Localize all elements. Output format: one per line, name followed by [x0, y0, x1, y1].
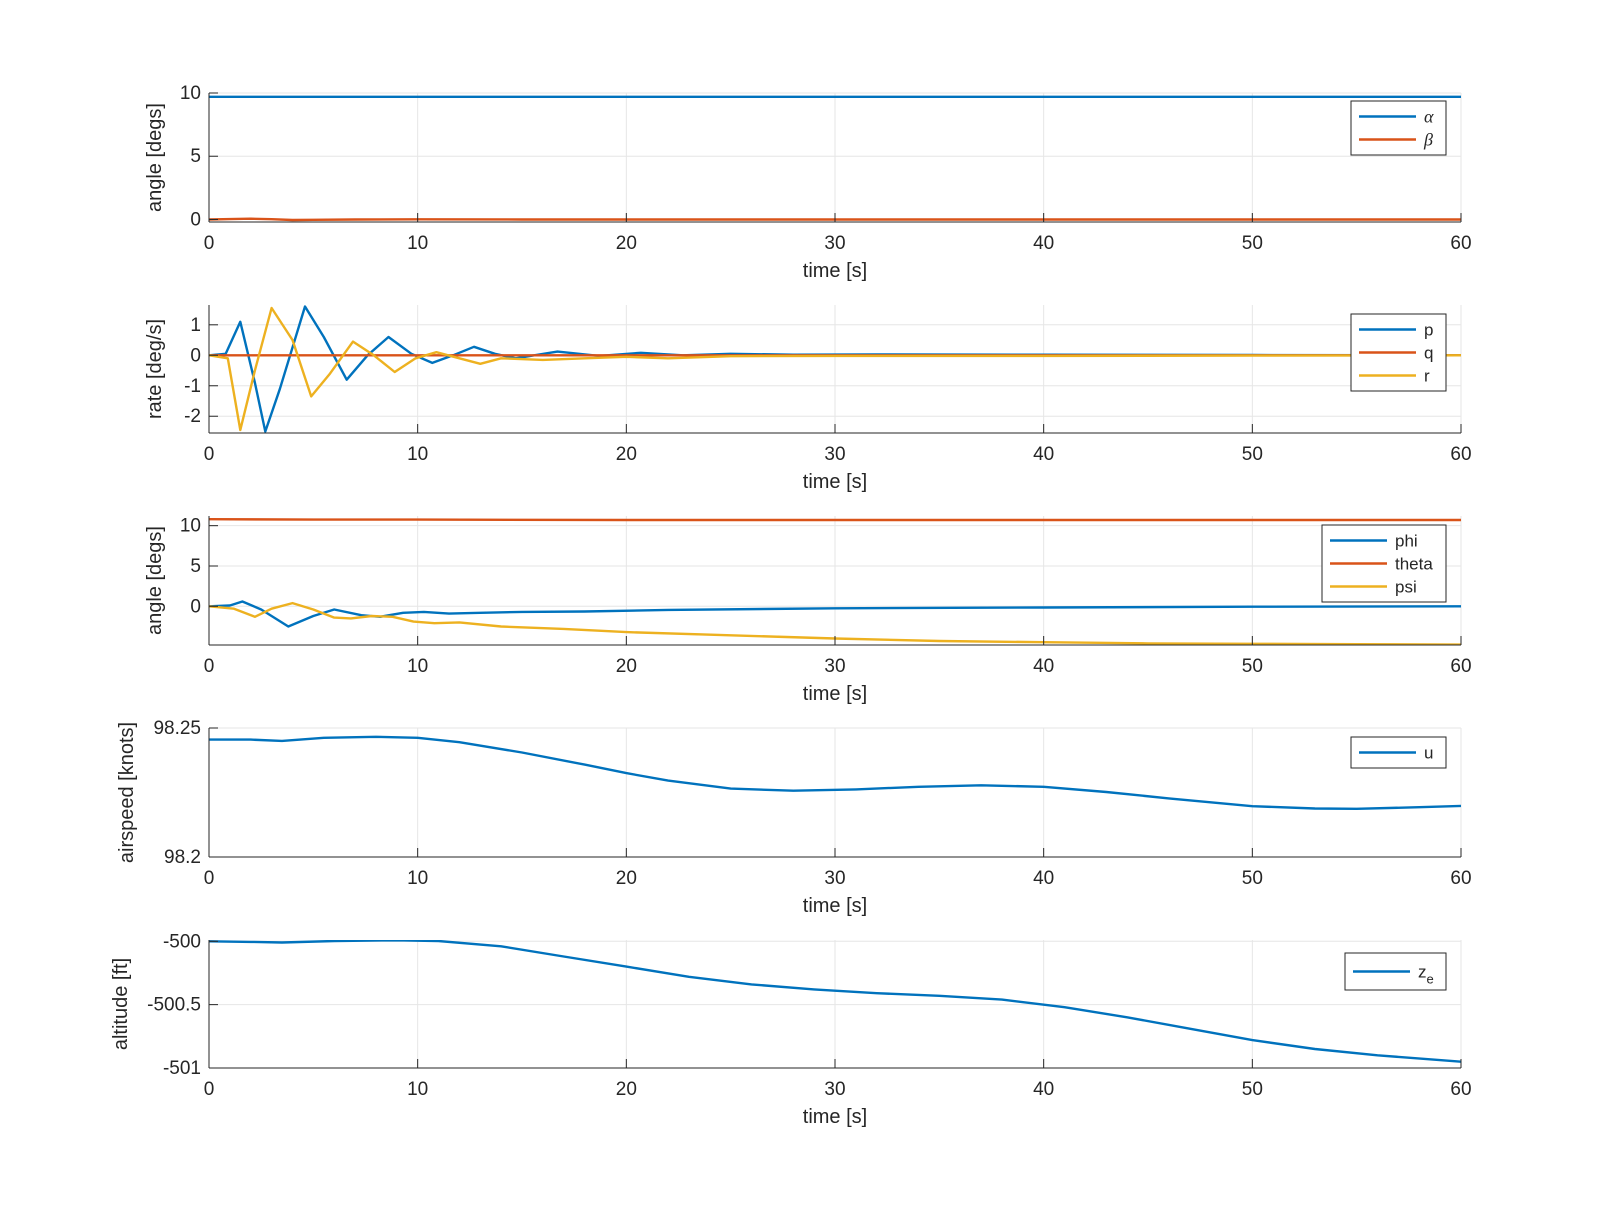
x-axis-label: time [s] [803, 1106, 867, 1128]
x-tick-label: 0 [204, 444, 215, 465]
y-tick-label: -2 [184, 406, 201, 427]
x-tick-label: 20 [616, 868, 637, 889]
x-tick-label: 10 [407, 1079, 428, 1100]
y-tick-label: 5 [190, 146, 201, 167]
series-line-theta [209, 518, 1461, 522]
x-tick-label: 30 [824, 1079, 845, 1100]
legend-label-α: α [1424, 107, 1434, 127]
series-line-r [209, 306, 1461, 432]
y-tick-label: -501 [163, 1058, 201, 1079]
legend: u [1350, 736, 1447, 769]
series-line-β [209, 217, 1461, 222]
y-tick-label: 0 [190, 596, 201, 617]
x-axis-label: time [s] [803, 683, 867, 705]
x-axis-label: time [s] [803, 260, 867, 282]
y-tick-label: -500 [163, 931, 201, 952]
x-tick-label: 60 [1450, 868, 1471, 889]
y-axis-label: angle [degs] [144, 526, 166, 635]
x-tick-label: 10 [407, 444, 428, 465]
x-tick-label: 50 [1242, 444, 1263, 465]
legend-label-β: β [1423, 130, 1433, 150]
y-tick-label: 98.25 [153, 718, 201, 739]
x-tick-label: 60 [1450, 444, 1471, 465]
x-tick-label: 40 [1033, 444, 1054, 465]
legend-label-theta: theta [1395, 555, 1433, 574]
legend: αβ [1350, 100, 1447, 156]
series-line-z [209, 940, 1461, 1063]
x-tick-label: 30 [824, 444, 845, 465]
legend-label-p: p [1424, 321, 1433, 340]
y-axis-label: angle [degs] [144, 103, 166, 212]
x-tick-label: 60 [1450, 1079, 1471, 1100]
series-line-psi [209, 601, 1461, 645]
x-tick-label: 10 [407, 233, 428, 254]
panel-3: 0 10 20 30 40 50 60 0 5 10 time [s] angle [degs] phi… [144, 516, 1472, 705]
y-tick-label: 5 [190, 556, 201, 577]
x-tick-label: 50 [1242, 233, 1263, 254]
x-tick-label: 20 [616, 1079, 637, 1100]
y-tick-label: 0 [190, 209, 201, 230]
legend-label-r: r [1424, 367, 1430, 386]
legend-label-psi: psi [1395, 578, 1417, 597]
legend-label-u: u [1424, 744, 1433, 763]
x-tick-label: 30 [824, 656, 845, 677]
legend-label-q: q [1424, 344, 1433, 363]
legend-label-phi: phi [1395, 532, 1418, 551]
legend-box [1350, 100, 1447, 156]
x-tick-label: 0 [204, 1079, 215, 1100]
legend-subscript: e [1427, 972, 1434, 987]
x-axis-label: time [s] [803, 895, 867, 917]
x-tick-label: 0 [204, 868, 215, 889]
x-tick-label: 40 [1033, 868, 1054, 889]
y-axis-label: airspeed [knots] [116, 722, 138, 863]
x-tick-label: 50 [1242, 656, 1263, 677]
y-tick-label: 10 [180, 83, 201, 104]
x-tick-label: 10 [407, 868, 428, 889]
x-tick-label: 50 [1242, 868, 1263, 889]
x-tick-label: 20 [616, 444, 637, 465]
legend: ze [1344, 952, 1447, 991]
x-axis-label: time [s] [803, 471, 867, 493]
x-tick-label: 20 [616, 656, 637, 677]
y-axis-label: rate [deg/s] [144, 319, 166, 419]
legend: phi theta psi [1321, 524, 1447, 603]
panel-5: 0 10 20 30 40 50 60 -501 -500.5 -500 time [s] altit… [110, 931, 1472, 1128]
legend: pqr [1350, 313, 1447, 392]
x-tick-label: 40 [1033, 1079, 1054, 1100]
series-line-u [209, 735, 1461, 810]
x-tick-label: 60 [1450, 233, 1471, 254]
y-tick-label: 10 [180, 516, 201, 537]
panel-1: 0 10 20 30 40 50 60 0 5 10 time [s] angle [degs] αβ [144, 83, 1472, 282]
x-tick-label: 0 [204, 656, 215, 677]
x-tick-label: 10 [407, 656, 428, 677]
x-tick-label: 0 [204, 233, 215, 254]
y-tick-label: -500.5 [147, 995, 201, 1016]
x-tick-label: 40 [1033, 233, 1054, 254]
x-tick-label: 30 [824, 868, 845, 889]
panel-2: 0 10 20 30 40 50 60 -2 -1 0 1 time [s] rate [deg/s] p… [144, 305, 1472, 493]
x-tick-label: 40 [1033, 656, 1054, 677]
y-tick-label: 1 [190, 315, 201, 336]
panel-4: 0 10 20 30 40 50 60 98.2 98.25 time [s] airspeed [… [116, 718, 1472, 917]
x-tick-label: 60 [1450, 656, 1471, 677]
y-axis-label: altitude [ft] [110, 958, 132, 1050]
x-tick-label: 30 [824, 233, 845, 254]
x-tick-label: 20 [616, 233, 637, 254]
y-tick-label: 98.2 [164, 847, 201, 868]
y-tick-label: -1 [184, 376, 201, 397]
x-tick-label: 50 [1242, 1079, 1263, 1100]
y-tick-label: 0 [190, 345, 201, 366]
